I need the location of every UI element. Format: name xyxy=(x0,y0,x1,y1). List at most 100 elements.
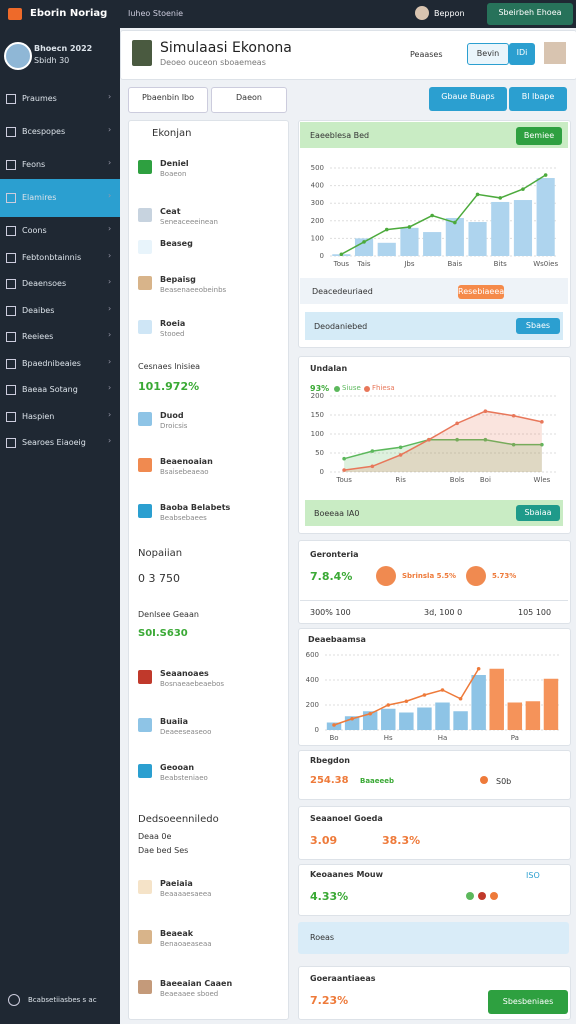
top-action[interactable]: Sbeirbeh Ehoea xyxy=(487,3,573,25)
list-sub: Beaaaaesaeea xyxy=(160,890,212,898)
card-cell: 105 100 xyxy=(518,608,552,617)
pill[interactable]: Resebiaeea xyxy=(458,285,504,299)
menu-item[interactable]: Deaibes xyxy=(22,305,55,315)
row xyxy=(300,278,568,304)
bar xyxy=(491,201,510,256)
divider xyxy=(300,600,568,601)
toolbar-action[interactable]: Bl Ibape xyxy=(509,87,567,111)
card-button[interactable]: Sbesbeniaes xyxy=(488,990,568,1014)
menu-item[interactable]: Deaensoes xyxy=(22,279,67,288)
card xyxy=(298,750,571,800)
point xyxy=(427,437,431,442)
list-item[interactable]: Buaiia xyxy=(160,717,189,726)
menu-item[interactable]: Haspien xyxy=(22,411,55,421)
toolbar-action[interactable]: Gbaue Buaps xyxy=(429,87,507,111)
section-title: Nopaiian xyxy=(138,548,183,559)
toolbar-tab[interactable]: Pbaenbin Ibo xyxy=(128,87,208,113)
point xyxy=(455,437,459,442)
menu-item[interactable]: Searoes Eiaoeig xyxy=(22,438,86,447)
list-item[interactable]: Beaenoaian xyxy=(160,457,213,466)
point xyxy=(475,192,480,197)
point xyxy=(398,453,403,457)
list-icon xyxy=(138,160,152,174)
dot xyxy=(480,776,488,784)
list-item[interactable]: Seaanoaes xyxy=(160,669,209,678)
list-icon xyxy=(138,208,152,222)
bar xyxy=(507,702,523,730)
bar xyxy=(525,701,541,730)
band-button[interactable]: Bemiee xyxy=(516,127,562,145)
band-button[interactable]: Sbaes xyxy=(516,318,560,334)
header-button[interactable]: IDi xyxy=(509,43,535,65)
list-item[interactable]: Ceat xyxy=(160,207,181,216)
point xyxy=(453,220,457,225)
stat-label: Dedsoeenniledo xyxy=(138,814,219,825)
list-item[interactable]: Duod xyxy=(160,411,184,420)
menu-item[interactable]: Baeaa Sotang xyxy=(22,385,78,394)
list-item[interactable]: Beaseg xyxy=(160,239,193,248)
dropdown[interactable]: Peaases xyxy=(410,50,443,59)
card-stat: 5.73% xyxy=(492,572,517,580)
menu-item[interactable]: Bcespopes xyxy=(22,127,66,136)
y-tick-label: 400 xyxy=(306,676,319,684)
menu-icon xyxy=(6,411,16,422)
point xyxy=(370,464,375,469)
point xyxy=(332,723,336,727)
x-tick-label: Bo xyxy=(329,734,338,742)
list-icon xyxy=(138,504,152,518)
user-name[interactable]: Beppon xyxy=(434,9,465,18)
list-item[interactable]: Geooan xyxy=(160,763,195,772)
x-tick-label: Tais xyxy=(357,260,371,268)
menu-item[interactable]: Coons xyxy=(22,226,47,235)
list-item[interactable]: Roeia xyxy=(160,319,186,328)
toolbar-tab[interactable]: Daeon xyxy=(211,87,287,113)
top-bar xyxy=(0,0,576,28)
stat-value: 101.972% xyxy=(138,380,200,393)
chevron: › xyxy=(108,92,112,101)
card-value: 4.33% xyxy=(310,890,349,903)
menu-item-active[interactable] xyxy=(0,179,120,217)
menu-icon xyxy=(6,279,16,289)
chevron: › xyxy=(108,383,112,392)
bar xyxy=(381,708,396,730)
point xyxy=(511,442,516,447)
list-item[interactable]: Paeiaia xyxy=(160,879,193,888)
band-label: Boeeaa IA0 xyxy=(314,509,360,518)
brand: Eborin Noriag xyxy=(30,8,108,19)
point xyxy=(440,688,445,692)
point xyxy=(521,187,525,191)
header-button[interactable]: Bevin xyxy=(467,43,509,65)
stat-label: Denlsee Geaan xyxy=(138,610,199,619)
point xyxy=(458,696,463,701)
chevron: › xyxy=(108,224,112,233)
menu-item[interactable]: Febtonbtainnis xyxy=(22,252,82,262)
menu-item[interactable]: Reeiees xyxy=(22,332,54,341)
point xyxy=(476,666,481,671)
nav-link[interactable]: Iuheo Stoenie xyxy=(128,9,184,18)
menu-item[interactable]: Bpaednibeaies xyxy=(22,358,81,368)
point xyxy=(342,456,346,461)
point xyxy=(422,693,427,697)
menu-item[interactable]: Elamires xyxy=(22,193,57,202)
point xyxy=(362,240,366,244)
y-tick-label: 600 xyxy=(306,651,319,659)
menu-item[interactable]: Feons xyxy=(22,160,46,169)
list-item[interactable]: Beaeak xyxy=(160,929,194,938)
list-item[interactable]: Baoba Belabets xyxy=(160,503,231,512)
list-item[interactable]: Baeeaian Caaen xyxy=(160,979,233,988)
menu-icon xyxy=(6,127,16,137)
point xyxy=(498,196,503,200)
y-tick-label: 100 xyxy=(311,430,324,438)
tab-label: Pbaenbin xyxy=(141,93,180,102)
list-item[interactable]: Bepaisg xyxy=(160,275,196,284)
menu-item[interactable]: Praumes xyxy=(22,94,57,103)
menu-icon xyxy=(6,160,16,170)
band-button[interactable]: Sbaiaa xyxy=(516,505,560,521)
list-sub: Beasenaeeobeinbs xyxy=(160,286,227,294)
profile-sub: Sbidh 30 xyxy=(34,56,70,65)
bar xyxy=(536,178,555,256)
menu-icon xyxy=(6,226,16,236)
list-item[interactable]: Deniel xyxy=(160,159,189,168)
point xyxy=(455,421,459,426)
